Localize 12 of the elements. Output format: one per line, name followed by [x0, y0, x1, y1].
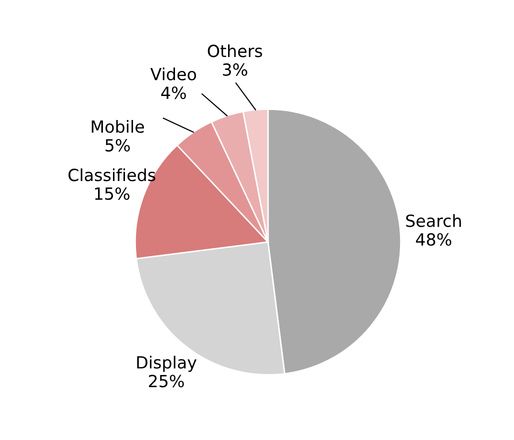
slice-label: Search: [406, 214, 461, 228]
data-label: 48%: [416, 233, 452, 246]
slice-label: Video: [150, 68, 196, 80]
slice-label: Display: [137, 356, 196, 372]
data-label: 4%: [161, 86, 186, 100]
data-label: 3%: [222, 63, 248, 76]
slice-label: Others: [208, 44, 262, 58]
data-label: 5%: [106, 138, 130, 152]
data-label: 15%: [95, 187, 130, 200]
slice-label: Classifieds: [68, 168, 156, 182]
slice-label: Mobile: [92, 120, 144, 133]
data-label: 25%: [148, 374, 184, 388]
